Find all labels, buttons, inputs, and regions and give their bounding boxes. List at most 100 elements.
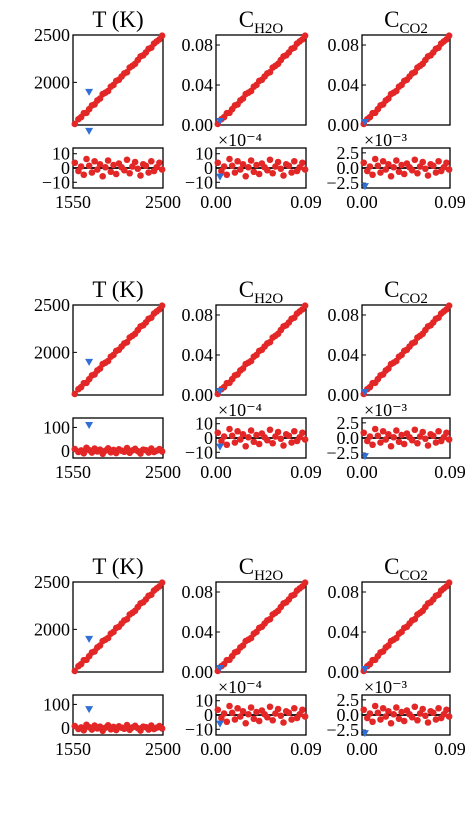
prediction-point <box>71 120 79 128</box>
error-point <box>385 707 392 715</box>
outlier-marker <box>85 635 94 643</box>
error-point <box>242 172 249 180</box>
error-point <box>104 157 112 164</box>
x-tick-label: 0.00 <box>200 739 232 759</box>
error-point <box>126 169 133 177</box>
error-point <box>234 427 241 435</box>
error-point <box>414 169 421 177</box>
error-point <box>142 162 150 170</box>
error-y-tick-label: −2.5 <box>326 173 359 193</box>
error-point <box>234 157 241 165</box>
error-point <box>158 448 166 455</box>
error-point <box>226 425 233 433</box>
y-tick-label: 2000 <box>34 619 70 639</box>
y-tick-label: 0.00 <box>182 662 214 682</box>
error-y-tick-label: 10 <box>195 414 213 434</box>
error-point <box>371 155 379 163</box>
title-subscript: CO2 <box>400 21 428 37</box>
error-point <box>214 429 222 437</box>
error-point <box>390 163 397 171</box>
error-point <box>400 170 408 178</box>
outlier-marker <box>360 119 369 126</box>
prediction-plot-frame <box>72 304 164 396</box>
outlier-marker <box>216 118 224 125</box>
prediction-point <box>158 579 166 586</box>
error-point <box>408 713 416 721</box>
error-point <box>443 429 450 437</box>
title-subscript: H2O <box>254 568 283 584</box>
error-y-tick-label: 100 <box>43 694 70 714</box>
error-point <box>223 441 231 449</box>
error-y-tick-label: 0 <box>61 441 70 461</box>
prediction-plot-frame <box>72 581 164 673</box>
title-main: C <box>239 277 254 302</box>
error-point <box>274 428 282 436</box>
error-y-tick-label: −10 <box>42 172 70 192</box>
error-point <box>366 163 374 170</box>
error-point <box>228 432 236 440</box>
x-tick-label: 2500 <box>145 739 181 759</box>
error-point <box>424 172 432 179</box>
error-point <box>237 166 244 173</box>
title-subscript: H2O <box>254 291 283 307</box>
error-point <box>223 171 231 179</box>
error-point <box>390 433 397 441</box>
error-point <box>398 431 405 439</box>
error-point <box>400 440 408 448</box>
error-point <box>429 162 437 170</box>
x-tick-label: 1550 <box>55 192 91 212</box>
error-point <box>435 157 442 165</box>
error-point <box>387 442 395 450</box>
error-point <box>220 163 228 170</box>
prediction-point <box>301 579 309 586</box>
column-title: CH2O <box>239 7 284 37</box>
error-point <box>269 439 277 447</box>
error-point <box>226 155 233 163</box>
y-tick-label: 0.08 <box>182 35 214 55</box>
error-point <box>280 442 287 449</box>
y-tick-label: 0.04 <box>182 75 214 95</box>
error-point <box>414 439 421 447</box>
error-point <box>429 709 437 717</box>
x-tick-label: 1550 <box>55 462 91 482</box>
error-point <box>102 163 109 171</box>
error-point <box>247 427 255 434</box>
error-point <box>366 433 374 440</box>
column-title: T (K) <box>92 7 143 32</box>
prediction-plot-frame <box>215 304 307 396</box>
error-y-tick-label: 0.0 <box>337 428 360 448</box>
error-point <box>77 163 85 170</box>
error-point <box>231 716 239 723</box>
error-point <box>400 717 408 725</box>
error-point <box>432 439 440 446</box>
error-point <box>253 431 260 439</box>
error-point <box>411 703 419 711</box>
error-point <box>369 441 376 449</box>
error-outlier-marker <box>216 443 224 451</box>
error-point <box>96 160 104 168</box>
error-point <box>382 436 390 443</box>
error-point <box>266 156 274 164</box>
error-point <box>137 172 144 179</box>
error-point <box>393 157 400 164</box>
x-tick-label: 0.09 <box>434 192 466 212</box>
error-point <box>214 159 222 167</box>
error-point <box>242 719 249 727</box>
error-point <box>285 162 293 170</box>
y-tick-label: 0.00 <box>182 385 214 405</box>
error-point <box>253 708 260 716</box>
error-point <box>239 707 247 715</box>
error-point <box>214 706 222 714</box>
error-point <box>280 172 287 179</box>
error-point <box>247 704 255 711</box>
prediction-point <box>445 32 453 39</box>
error-point <box>148 157 155 165</box>
error-point <box>245 710 252 718</box>
y-tick-label: 0.00 <box>328 385 360 405</box>
error-point <box>366 710 374 717</box>
error-point <box>107 168 115 176</box>
error-exponent: ×10⁻³ <box>364 130 408 150</box>
error-point <box>112 170 120 178</box>
